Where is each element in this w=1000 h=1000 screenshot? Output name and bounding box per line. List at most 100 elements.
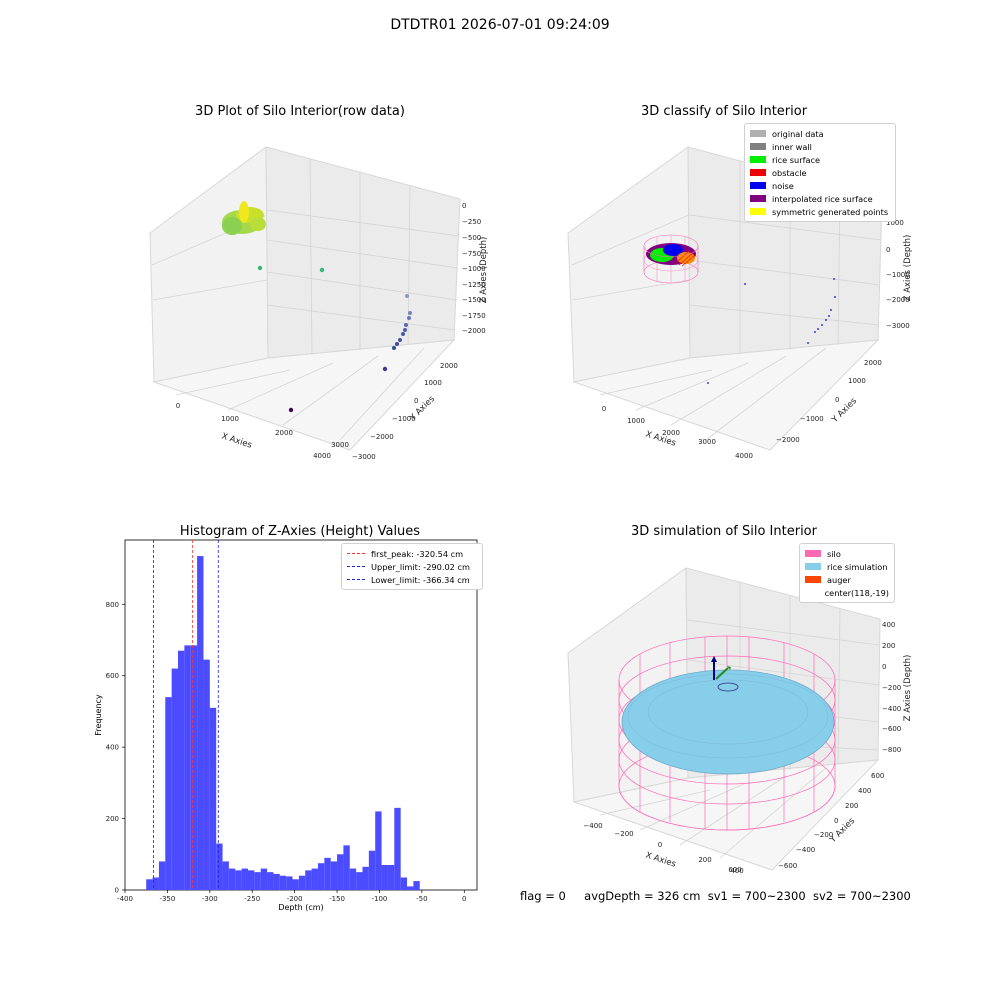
hist-bar: [337, 854, 344, 890]
p1-ytick-0: −3000: [352, 453, 376, 461]
p4-ytick-3: 0: [834, 817, 838, 825]
p1-ztick-6: −1500: [462, 296, 486, 304]
p2-xtick-0: 0: [602, 405, 606, 413]
p1-ytick-2: −1000: [392, 415, 416, 423]
p1-xtick-3: 3000: [331, 441, 349, 449]
hist-legend: first_peak: -320.54 cm Upper_limit: -290…: [341, 543, 483, 590]
p2-ytick-2: 0: [835, 396, 839, 404]
sv1-text: sv1 = 700~2300: [707, 889, 806, 903]
raw-point-cluster: [222, 201, 266, 235]
noise-point: [821, 324, 823, 326]
legend-label: rice surface: [772, 154, 821, 165]
p4-ztick-2: 0: [882, 663, 886, 671]
noise-point: [814, 331, 816, 333]
legend-label: silo: [827, 548, 841, 559]
p2-ytick-1: −1000: [800, 415, 824, 423]
p4-ytick-0: −600: [778, 862, 797, 870]
rice-simulation-surface: [621, 669, 835, 775]
p1-zlabel: Z Axies (Depth): [479, 237, 489, 304]
hist-vlines: [153, 540, 219, 890]
hist-bar: [279, 875, 287, 890]
p4-ztick-0: 400: [882, 621, 895, 629]
hist-bar: [254, 872, 261, 890]
hist-bar: [317, 863, 325, 890]
legend-swatch: [750, 195, 766, 202]
classified-silo-cluster: [643, 234, 699, 284]
noise-point: [833, 278, 835, 280]
hist-xtick-label: -50: [416, 895, 427, 903]
legend-label: interpolated rice surface: [772, 193, 873, 204]
hist-bar: [305, 870, 312, 890]
hist-bars: [146, 556, 420, 890]
hist-bar: [146, 879, 153, 890]
legend-swatch: [805, 550, 821, 557]
hist-xtick-label: -350: [159, 895, 175, 903]
hist-bar: [375, 811, 382, 890]
legend-label: Upper_limit: -290.02 cm: [371, 561, 470, 572]
legend-swatch: [750, 143, 766, 150]
hist-bar: [178, 650, 185, 890]
hist-bar: [356, 872, 363, 890]
classify-legend: original data inner wall rice surface ob…: [744, 123, 896, 222]
scatter-point: [392, 346, 396, 350]
figure-suptitle: DTDTR01 2026-07-01 09:24:09: [390, 17, 610, 33]
hist-bar: [222, 861, 229, 890]
legend-item-silo: silo: [805, 547, 889, 560]
p4-ztick-6: −800: [882, 746, 901, 754]
hist-bar: [267, 872, 274, 890]
hist-bar: [413, 881, 420, 890]
legend-label: inner wall: [772, 141, 812, 152]
hist-xtick-label: -100: [372, 895, 388, 903]
hist-xtick-label: -150: [329, 895, 345, 903]
legend-item-inner-wall: inner wall: [750, 140, 890, 153]
auger: [711, 656, 739, 692]
hist-xtick-label: -400: [117, 895, 133, 903]
p1-ytick-3: 0: [414, 397, 418, 405]
p1-ztick-2: −500: [462, 234, 481, 242]
hist-bar: [292, 879, 299, 890]
legend-item-auger: auger: [805, 573, 889, 586]
scatter-point: [319, 267, 325, 273]
legend-label: original data: [772, 128, 824, 139]
p4-ztick-5: −600: [882, 725, 901, 733]
hist-bar: [235, 870, 242, 890]
hist-bar: [209, 707, 217, 890]
scatter-point: [407, 316, 411, 320]
panel4-title: 3D simulation of Silo Interior: [631, 524, 817, 539]
legend-swatch: [750, 169, 766, 176]
simulation-legend: silo rice simulation auger center(118,-1…: [799, 543, 895, 603]
p4-ytick-2: −200: [814, 831, 833, 839]
legend-swatch: [805, 563, 821, 570]
p4-ztick-1: 200: [882, 642, 895, 650]
p4-xtick-5: 600: [728, 866, 741, 874]
hist-bar: [407, 886, 414, 890]
noise-point: [825, 319, 827, 321]
hist-xtick-label: 0: [462, 895, 466, 903]
p1-ytick-1: −2000: [370, 433, 394, 441]
hist-bar: [203, 659, 210, 890]
p1-ztick-3: −750: [462, 250, 481, 258]
p1-ztick-1: −250: [462, 218, 481, 226]
hist-ytick-label: 0: [115, 887, 119, 895]
hist-bar: [381, 865, 388, 890]
p4-xtick-0: −400: [583, 822, 602, 830]
hist-bar: [286, 876, 293, 890]
p2-xtick-4: 4000: [735, 452, 753, 460]
hist-bar: [247, 870, 255, 890]
noise-point: [828, 315, 830, 317]
p4-xtick-1: −200: [614, 830, 633, 838]
sv2-text: sv2 = 700~2300: [812, 889, 911, 903]
noise-point: [830, 309, 832, 311]
p1-ztick-5: −1250: [462, 281, 486, 289]
legend-line: [347, 553, 365, 554]
p4-ytick-1: −400: [796, 846, 815, 854]
hist-bar: [171, 668, 179, 890]
legend-line: [347, 566, 365, 567]
p4-xtick-2: 0: [658, 841, 662, 849]
legend-item-rice-simulation: rice simulation: [805, 560, 889, 573]
raw-outlier-points: [257, 265, 412, 413]
legend-swatch: [750, 130, 766, 137]
scatter-point: [405, 294, 409, 298]
hist-bar: [394, 807, 401, 890]
